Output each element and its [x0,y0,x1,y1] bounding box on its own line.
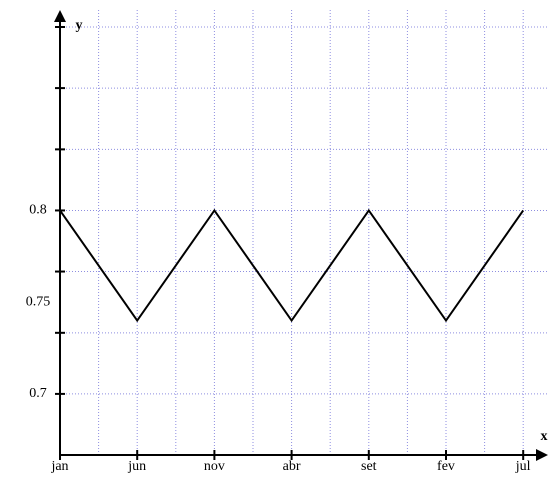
y-tick-label: 0.7 [29,386,47,401]
y-arrow [54,10,66,22]
x-tick-label: jul [515,459,531,474]
y-tick-label: 0.8 [29,203,47,218]
x-axis-label: x [541,429,548,444]
x-tick-label: jan [50,459,68,474]
x-tick-label: nov [204,459,225,474]
x-tick-label: jun [127,459,146,474]
x-arrow [536,449,548,461]
x-tick-label: fev [437,459,455,474]
x-tick-label: set [361,459,377,474]
x-tick-label: abr [283,459,301,474]
y-tick-label: 0.75 [26,294,51,309]
line [59,208,525,323]
y-axis-label: y [76,18,83,33]
